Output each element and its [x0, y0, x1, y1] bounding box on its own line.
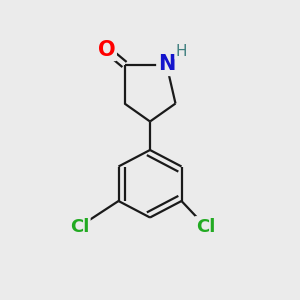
Text: H: H	[176, 44, 187, 59]
Text: Cl: Cl	[196, 218, 215, 236]
Text: O: O	[98, 40, 115, 59]
Text: Cl: Cl	[70, 218, 89, 236]
Text: N: N	[158, 55, 175, 74]
